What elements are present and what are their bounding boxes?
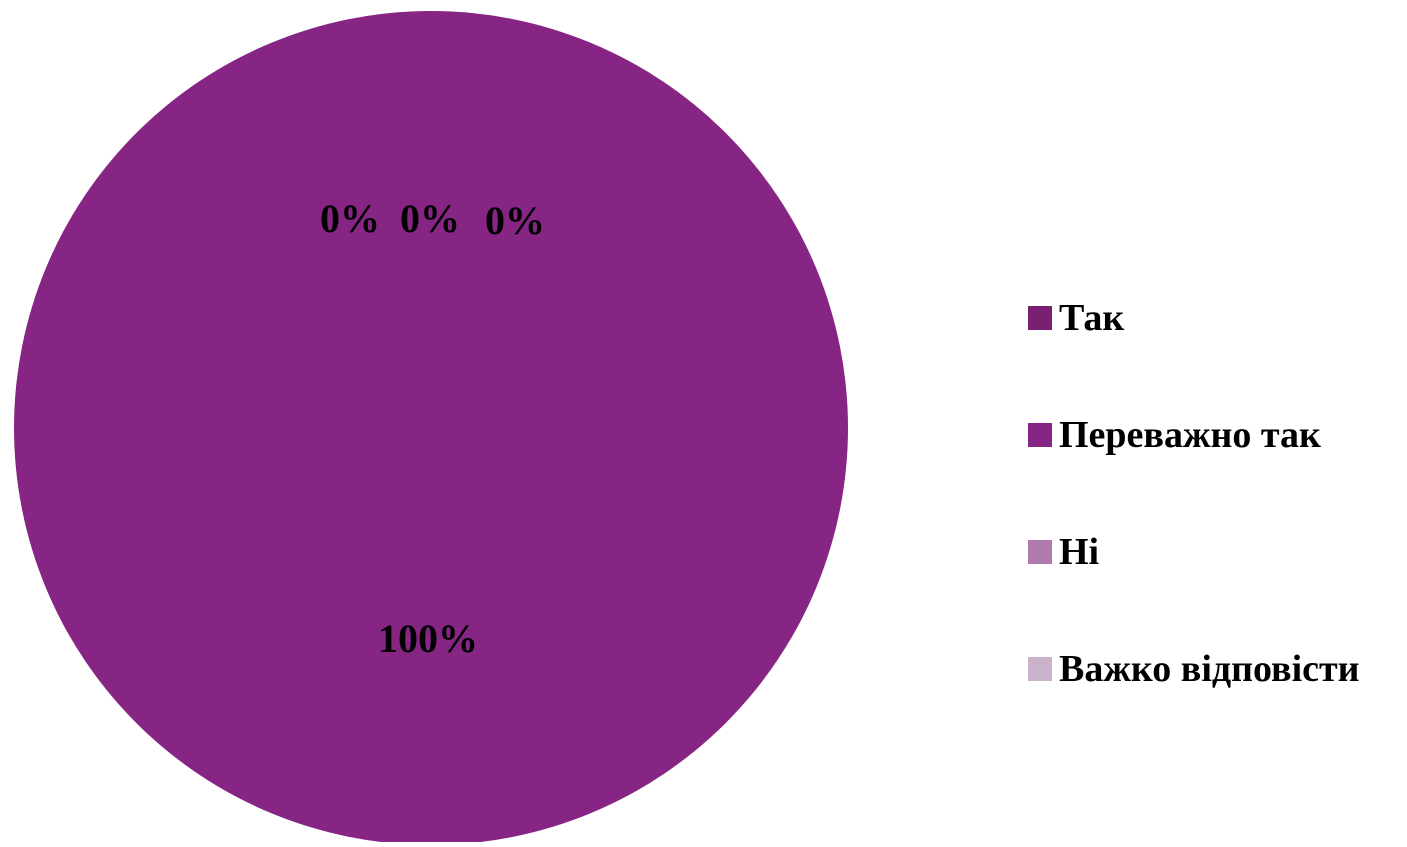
- legend-label-vazhko-vidpovisty: Важко відповісти: [1059, 648, 1360, 690]
- data-label-vazhko-vidpovisty: 0%: [485, 198, 545, 243]
- legend-swatch-vazhko-vidpovisty: [1028, 657, 1052, 681]
- legend-swatch-perevazhno-tak: [1028, 423, 1052, 447]
- legend-label-perevazhno-tak: Переважно так: [1059, 414, 1321, 456]
- legend-swatch-ni: [1028, 540, 1052, 564]
- pie-data-labels: 0% 100% 0% 0%: [320, 196, 545, 661]
- data-label-perevazhno-tak: 100%: [378, 616, 478, 661]
- data-label-tak: 0%: [320, 196, 380, 241]
- pie-slices: [14, 11, 848, 845]
- data-label-ni: 0%: [400, 196, 460, 241]
- legend-swatch-tak: [1028, 306, 1052, 330]
- pie-slice-perevazhno-tak: [14, 11, 848, 845]
- legend-label-ni: Ні: [1059, 531, 1100, 573]
- legend-label-tak: Так: [1059, 297, 1125, 339]
